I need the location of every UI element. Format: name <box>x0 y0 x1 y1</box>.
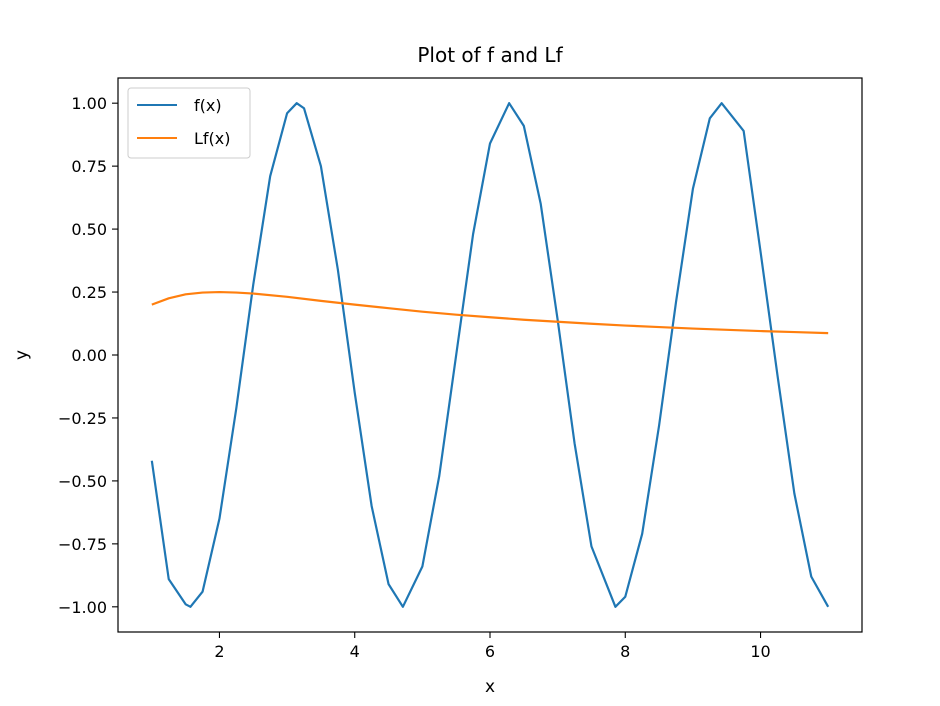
y-tick-label: 0.00 <box>71 346 107 365</box>
y-tick-label: −0.50 <box>58 472 107 491</box>
y-axis-ticks: 1.00 0.75 0.50 0.25 0.00 −0.25 −0.50 −0.75 −1.00 <box>58 94 118 617</box>
legend: f(x) Lf(x) <box>127 87 251 159</box>
y-tick-label: 0.50 <box>71 220 107 239</box>
series-layer <box>150 102 830 608</box>
y-axis-label: y <box>12 350 32 360</box>
y-tick-label: −0.75 <box>58 535 107 554</box>
x-tick-label: 2 <box>214 642 224 661</box>
y-tick-label: −1.00 <box>58 598 107 617</box>
legend-box <box>127 87 251 159</box>
x-axis-ticks: 2 4 6 8 10 <box>214 632 771 661</box>
x-axis-label: x <box>485 677 495 697</box>
y-tick-label: 0.75 <box>71 157 107 176</box>
y-tick-label: 1.00 <box>71 94 107 113</box>
x-tick-label: 4 <box>350 642 360 661</box>
legend-label-lf: Lf(x) <box>194 129 231 148</box>
y-tick-label: 0.25 <box>71 283 107 302</box>
x-tick-label: 8 <box>620 642 630 661</box>
x-tick-label: 6 <box>485 642 495 661</box>
y-tick-label: −0.25 <box>58 409 107 428</box>
series-line-lf <box>151 290 829 335</box>
legend-label-f: f(x) <box>194 96 222 115</box>
chart-title: Plot of f and Lf <box>417 43 563 67</box>
x-tick-label: 10 <box>750 642 770 661</box>
series-line-f <box>150 102 830 608</box>
